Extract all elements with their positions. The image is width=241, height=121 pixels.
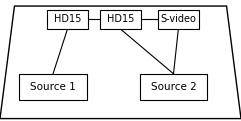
FancyBboxPatch shape [47, 10, 88, 29]
Text: Source 1: Source 1 [30, 82, 76, 92]
Text: Source 2: Source 2 [151, 82, 196, 92]
FancyBboxPatch shape [158, 10, 199, 29]
Text: HD15: HD15 [54, 14, 81, 24]
Text: HD15: HD15 [107, 14, 134, 24]
FancyBboxPatch shape [19, 74, 87, 100]
FancyBboxPatch shape [140, 74, 207, 100]
Polygon shape [0, 6, 241, 119]
Text: S-video: S-video [161, 14, 196, 24]
FancyBboxPatch shape [100, 10, 141, 29]
